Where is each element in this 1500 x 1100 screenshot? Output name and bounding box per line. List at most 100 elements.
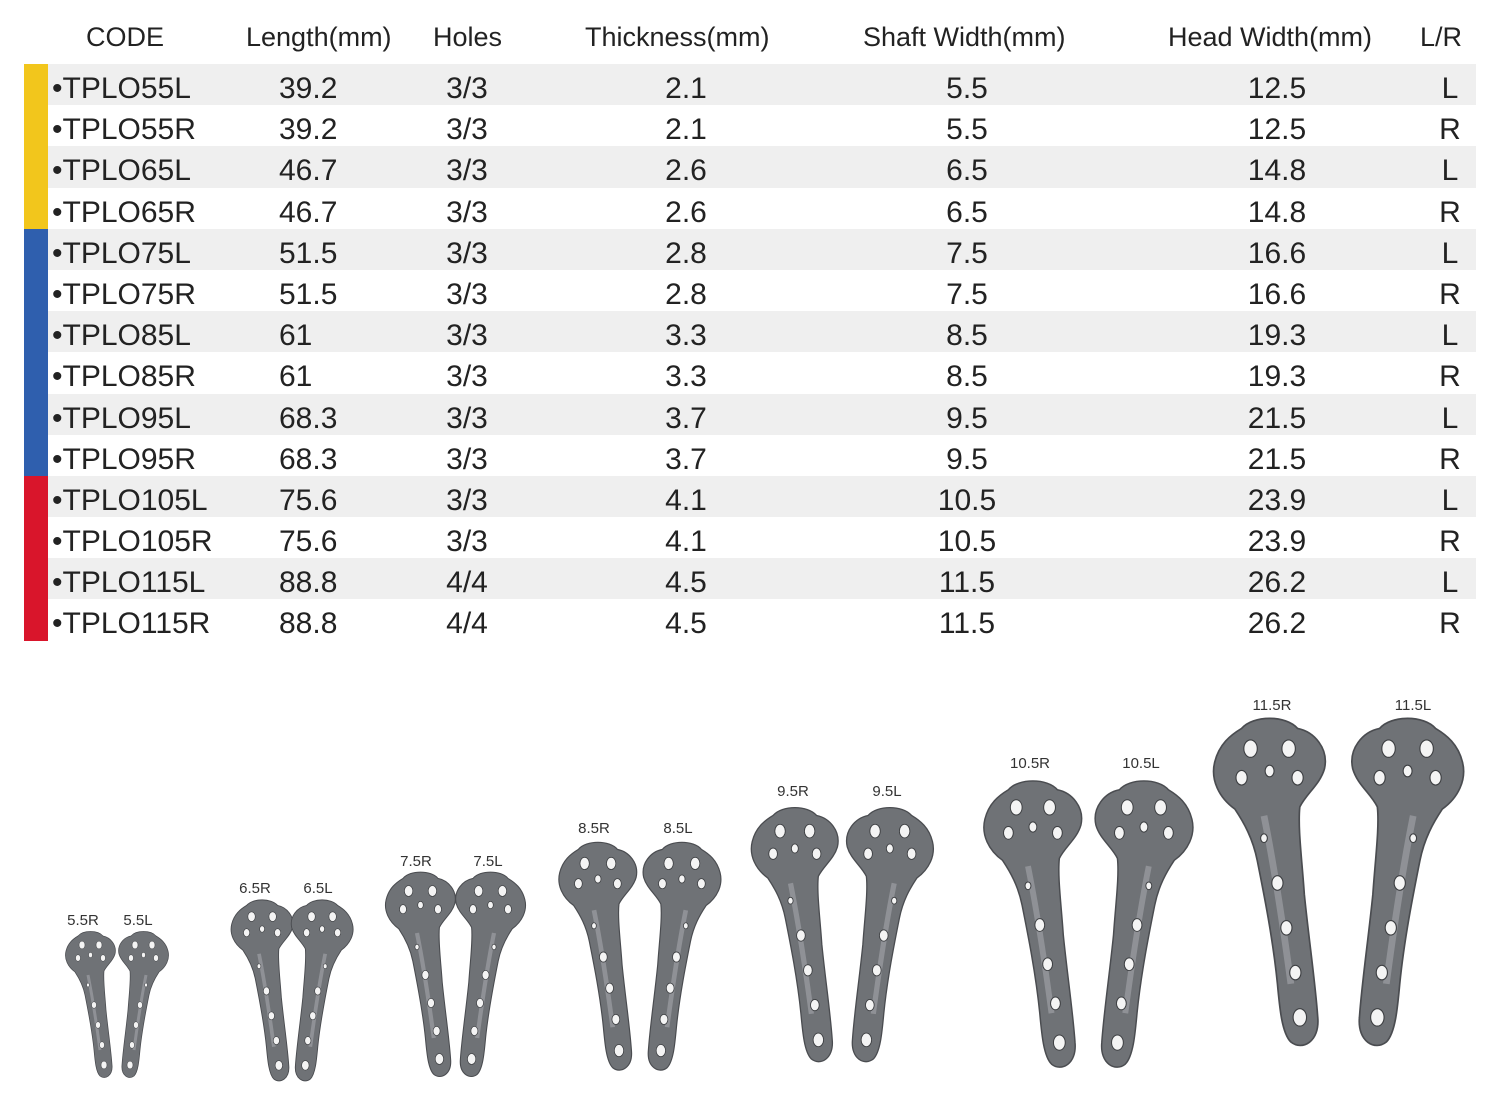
table-row: •TPLO95R 68.3 3/3 3.7 9.5 21.5 R xyxy=(24,434,1476,476)
cell-holes: 3/3 xyxy=(446,236,488,270)
cell-length: 75.6 xyxy=(279,525,338,559)
cell-shaft-width: 10.5 xyxy=(937,483,997,517)
cell-head-width: 23.9 xyxy=(1247,525,1307,559)
cell-shaft-width: 6.5 xyxy=(946,195,988,229)
plate-right-image xyxy=(558,841,638,1071)
cell-thickness: 2.6 xyxy=(665,154,707,188)
table-row: •TPLO65L 46.7 3/3 2.6 6.5 14.8 L xyxy=(24,146,1476,188)
plate-left-image xyxy=(1351,717,1465,1047)
cell-length: 61 xyxy=(279,360,313,394)
header-shaft-width: Shaft Width(mm) xyxy=(863,22,1066,52)
group-color-bar xyxy=(24,558,48,600)
cell-shaft-width: 5.5 xyxy=(946,72,988,105)
spec-table: •TPLO55L 39.2 3/3 2.1 5.5 12.5 L •TPLO55R 39.2 3/… xyxy=(24,64,1476,641)
cell-head-width: 23.9 xyxy=(1247,483,1307,517)
cell-head-width: 26.2 xyxy=(1247,566,1307,600)
cell-length: 39.2 xyxy=(279,72,338,105)
cell-code: •TPLO75L xyxy=(52,236,191,270)
cell-thickness: 4.1 xyxy=(665,483,707,517)
cell-head-width: 12.5 xyxy=(1247,113,1307,147)
group-color-bar xyxy=(24,599,48,641)
group-color-bar xyxy=(24,352,48,394)
cell-head-width: 12.5 xyxy=(1247,72,1307,105)
plate-size-label: 9.5L xyxy=(872,783,902,800)
header-code: CODE xyxy=(86,22,165,52)
plate-right-image xyxy=(230,899,294,1082)
cell-holes: 3/3 xyxy=(446,360,488,394)
cell-thickness: 3.7 xyxy=(665,401,707,435)
cell-thickness: 4.1 xyxy=(665,525,707,559)
group-color-bar xyxy=(24,393,48,435)
header-head-width: Head Width(mm) xyxy=(1168,22,1373,52)
cell-thickness: 2.8 xyxy=(665,236,707,270)
plate-size-label: 10.5L xyxy=(1122,755,1160,772)
cell-code: •TPLO75R xyxy=(52,277,196,311)
cell-lr: L xyxy=(1441,154,1459,188)
cell-length: 46.7 xyxy=(279,195,338,229)
plate-right-image xyxy=(384,871,456,1078)
cell-code: •TPLO65L xyxy=(52,154,191,188)
cell-lr: L xyxy=(1441,72,1459,105)
plate-right-image xyxy=(983,780,1083,1068)
cell-lr: R xyxy=(1439,360,1461,394)
table-row: •TPLO105R 75.6 3/3 4.1 10.5 23.9 R xyxy=(24,517,1476,559)
cell-holes: 3/3 xyxy=(446,113,488,147)
cell-length: 68.3 xyxy=(279,442,338,476)
cell-shaft-width: 9.5 xyxy=(946,401,988,435)
cell-holes: 4/4 xyxy=(446,566,488,600)
group-color-bar xyxy=(24,187,48,229)
cell-code: •TPLO95L xyxy=(52,401,191,435)
plate-left-image xyxy=(642,841,722,1071)
cell-holes: 3/3 xyxy=(446,525,488,559)
table-row: •TPLO55L 39.2 3/3 2.1 5.5 12.5 L xyxy=(24,64,1476,106)
cell-head-width: 19.3 xyxy=(1247,319,1307,353)
cell-lr: R xyxy=(1439,113,1461,147)
cell-holes: 3/3 xyxy=(446,442,488,476)
table-row: •TPLO105L 75.6 3/3 4.1 10.5 23.9 L xyxy=(24,475,1476,518)
cell-lr: R xyxy=(1439,525,1461,559)
plate-left-image xyxy=(1094,780,1194,1068)
table-row: •TPLO85R 61 3/3 3.3 8.5 19.3 R xyxy=(24,352,1476,394)
cell-code: •TPLO65R xyxy=(52,195,196,229)
cell-code: •TPLO115L xyxy=(52,566,206,600)
cell-length: 51.5 xyxy=(279,236,338,270)
cell-length: 51.5 xyxy=(279,277,338,311)
cell-shaft-width: 6.5 xyxy=(946,154,988,188)
plate-size-label: 6.5L xyxy=(303,880,333,897)
cell-thickness: 2.6 xyxy=(665,195,707,229)
plate-size-label: 5.5L xyxy=(123,912,153,929)
cell-shaft-width: 8.5 xyxy=(946,319,988,353)
cell-thickness: 3.3 xyxy=(665,360,707,394)
cell-length: 46.7 xyxy=(279,154,338,188)
group-color-bar xyxy=(24,434,48,476)
cell-holes: 4/4 xyxy=(446,607,488,641)
cell-head-width: 19.3 xyxy=(1247,360,1307,394)
cell-shaft-width: 8.5 xyxy=(946,360,988,394)
cell-code: •TPLO85L xyxy=(52,319,191,353)
table-row: •TPLO95L 68.3 3/3 3.7 9.5 21.5 L xyxy=(24,393,1476,435)
group-color-bar xyxy=(24,311,48,353)
plate-size-label: 7.5L xyxy=(473,853,503,870)
group-color-bar xyxy=(24,475,48,518)
cell-code: •TPLO55L xyxy=(52,72,191,105)
plate-gallery: 5.5R 5.5L 6.5R 6.5L 7.5R 7.5L 8.5R 8.5L 9.5R 9.5L… xyxy=(0,680,1500,1100)
table-row: •TPLO115R 88.8 4/4 4.5 11.5 26.2 R xyxy=(24,599,1476,641)
cell-code: •TPLO105R xyxy=(52,525,213,559)
header-lr: L/R xyxy=(1420,22,1463,52)
cell-lr: L xyxy=(1441,319,1459,353)
cell-code: •TPLO105L xyxy=(52,483,208,517)
cell-length: 88.8 xyxy=(279,607,338,641)
cell-thickness: 2.1 xyxy=(665,72,707,105)
table-row: •TPLO75L 51.5 3/3 2.8 7.5 16.6 L xyxy=(24,228,1476,270)
plate-right-image xyxy=(750,806,839,1063)
cell-holes: 3/3 xyxy=(446,154,488,188)
cell-shaft-width: 9.5 xyxy=(946,442,988,476)
cell-holes: 3/3 xyxy=(446,401,488,435)
table-row: •TPLO115L 88.8 4/4 4.5 11.5 26.2 L xyxy=(24,558,1476,600)
cell-holes: 3/3 xyxy=(446,319,488,353)
cell-thickness: 3.7 xyxy=(665,442,707,476)
cell-lr: L xyxy=(1441,483,1459,517)
cell-head-width: 16.6 xyxy=(1247,236,1307,270)
cell-shaft-width: 11.5 xyxy=(938,607,996,641)
plate-left-image xyxy=(117,931,169,1078)
